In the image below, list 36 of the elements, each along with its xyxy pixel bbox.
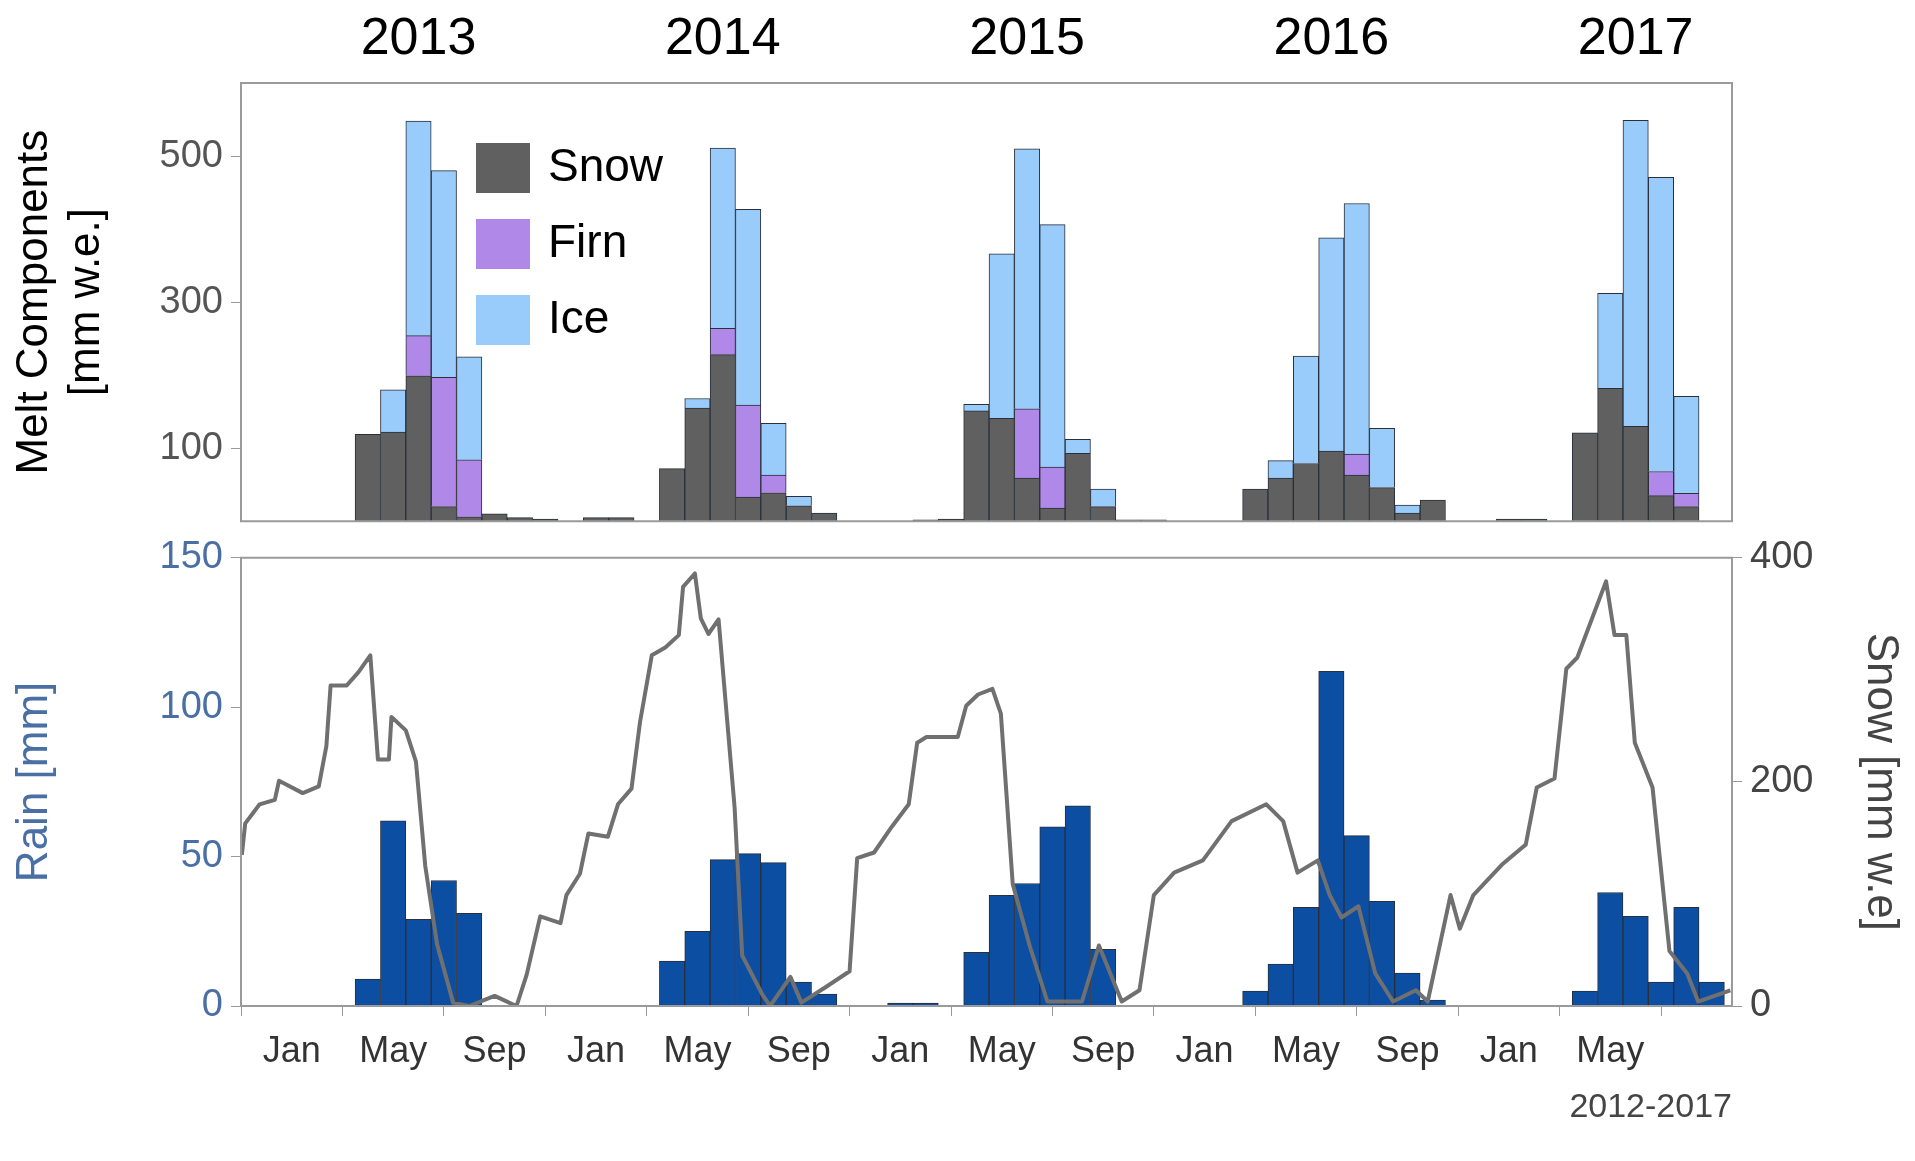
x-tick-label: Jan bbox=[566, 1028, 626, 1070]
x-tick-label: May bbox=[1271, 1028, 1341, 1070]
y-tick-label: 100 bbox=[159, 683, 223, 726]
x-tick-label: May bbox=[663, 1028, 732, 1070]
x-tick-label: Sep bbox=[1375, 1028, 1440, 1070]
x-tick-label: May bbox=[967, 1028, 1036, 1070]
y-tick-label: 50 bbox=[180, 833, 223, 876]
y2-axis-title: Snow [mm w.e] bbox=[1859, 632, 1909, 932]
x-tick-label: Sep bbox=[766, 1028, 831, 1070]
legend-label: Snow bbox=[548, 138, 664, 191]
x-tick-label: Jan bbox=[871, 1028, 930, 1070]
x2-tick-label: 2016 bbox=[1273, 7, 1390, 66]
x-tick-label: Sep bbox=[1071, 1028, 1136, 1070]
x-tick-label: Jan bbox=[1175, 1028, 1234, 1070]
y2-tick-label: 0 bbox=[1750, 982, 1772, 1025]
y-axis-title: Melt Components [mm w.e.] bbox=[6, 129, 109, 475]
y-tick-label: 300 bbox=[159, 278, 223, 321]
x2-tick-label: 2014 bbox=[664, 7, 781, 66]
y-tick-label: 500 bbox=[159, 132, 223, 175]
x-tick-label: Jan bbox=[262, 1028, 321, 1070]
x2-tick-label: 2013 bbox=[360, 7, 477, 66]
x-tick-label: May bbox=[1576, 1028, 1645, 1070]
y-axis-title: Rain [mm] bbox=[6, 681, 56, 883]
y-tick-label: 0 bbox=[201, 982, 223, 1025]
legend-label: Ice bbox=[548, 290, 610, 343]
x-tick-label: May bbox=[359, 1028, 428, 1070]
x-axis-title: 2012-2017 bbox=[1569, 1085, 1732, 1124]
y2-tick-label: 400 bbox=[1750, 534, 1814, 577]
x-tick-label: Jan bbox=[1479, 1028, 1538, 1070]
y-tick-label: 150 bbox=[159, 534, 223, 577]
y-tick-label: 100 bbox=[159, 424, 223, 467]
legend-label: Firn bbox=[548, 214, 628, 267]
x2-tick-label: 2017 bbox=[1577, 7, 1694, 66]
y2-tick-label: 200 bbox=[1750, 758, 1814, 801]
x2-tick-label: 2015 bbox=[969, 7, 1085, 66]
x-tick-label: Sep bbox=[462, 1028, 527, 1070]
